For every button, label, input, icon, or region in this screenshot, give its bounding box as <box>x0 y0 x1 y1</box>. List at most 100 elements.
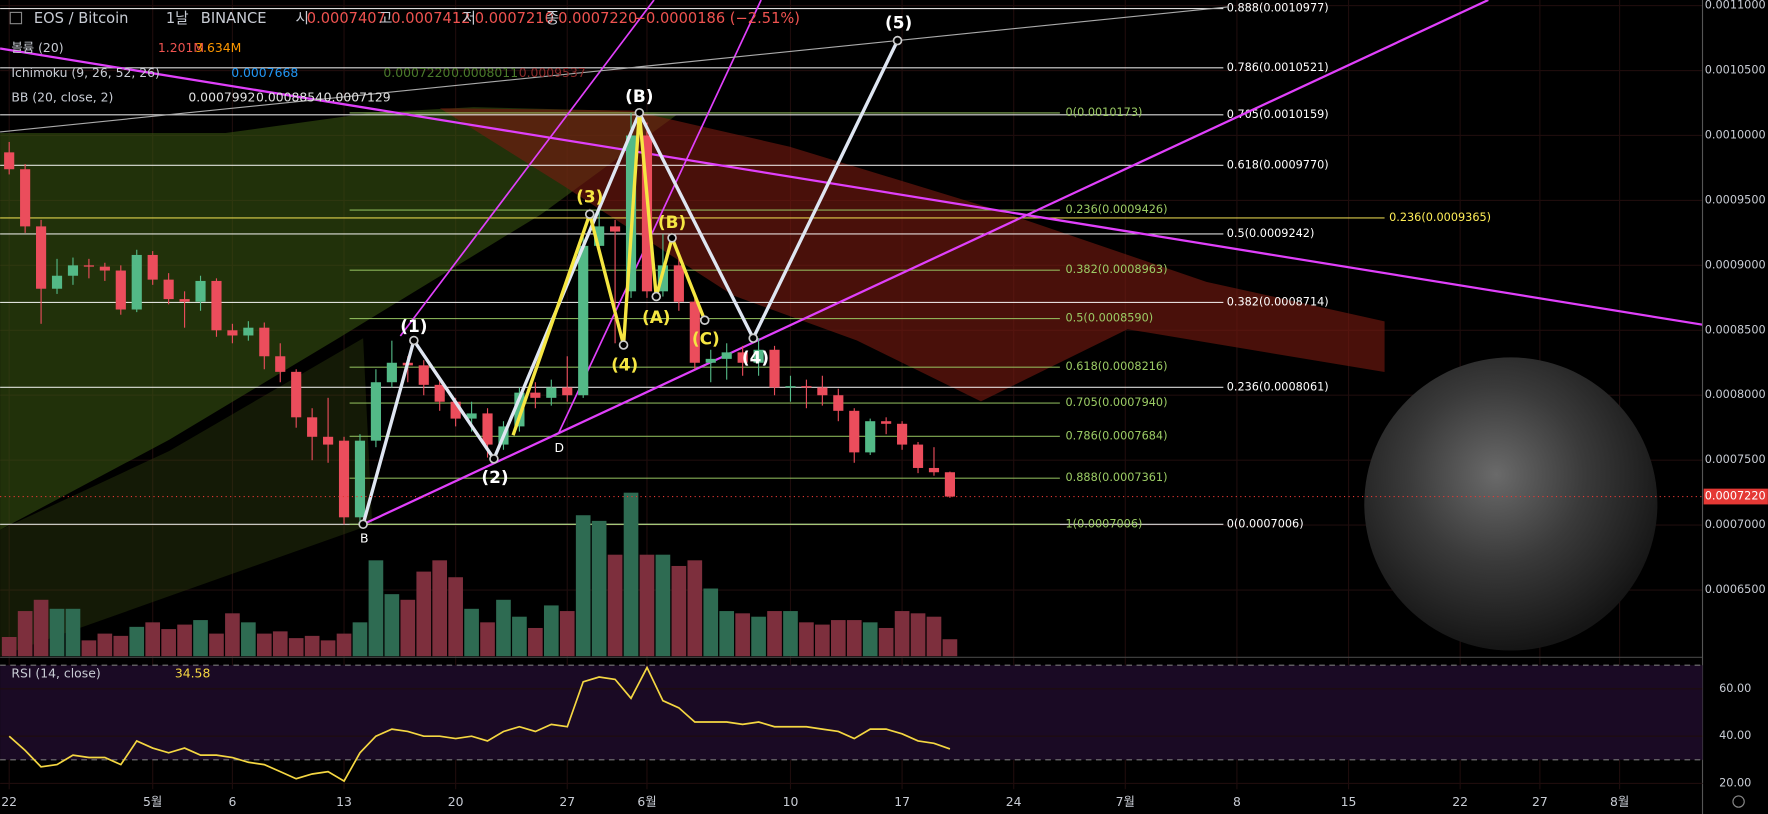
candle-body <box>67 265 79 276</box>
low-label: 저 <box>462 10 475 27</box>
indicator-value: 1.201M <box>158 40 204 55</box>
candle-body <box>578 245 589 396</box>
candle-body <box>705 358 716 363</box>
symbol: EOS / Bitcoin <box>34 10 129 27</box>
close-label: 종 <box>546 10 559 27</box>
candle-body <box>689 301 700 363</box>
wave-label: (B) <box>658 212 686 232</box>
change: −0.0000186 (−2.51%) <box>634 10 800 27</box>
volume-bar <box>767 611 782 657</box>
candle-body <box>195 280 206 302</box>
indicator-value: 0.0007220 <box>383 65 450 80</box>
open-value: 0.0007407 <box>307 10 386 27</box>
wave-point <box>892 35 903 46</box>
high-value: 0.0007412 <box>391 10 470 27</box>
candle-body <box>434 384 445 402</box>
fib-label: 0.888(0.0010977) <box>1227 2 1329 15</box>
candle-body <box>610 226 621 232</box>
wave-point <box>489 454 499 464</box>
candle-body <box>418 365 429 385</box>
fib-label: 0(0.0007006) <box>1227 517 1304 530</box>
candle-body <box>51 275 63 289</box>
rsi-band-fill <box>0 665 1703 760</box>
y-tick-label: 0.0008500 <box>1705 323 1766 336</box>
wave-label: (2) <box>481 467 508 487</box>
x-tick-label: 20 <box>448 794 464 809</box>
volume-bar <box>783 611 798 657</box>
volume-bar <box>225 613 240 657</box>
volume-bar <box>129 626 145 657</box>
volume-bar <box>528 627 543 657</box>
candle-body <box>20 169 31 227</box>
candle-body <box>211 280 222 331</box>
fib-label: 0.236(0.0009365) <box>1389 211 1491 224</box>
wave-point <box>699 315 710 325</box>
trendline <box>557 0 762 435</box>
x-tick-label: 13 <box>336 794 352 809</box>
rsi-line <box>8 665 951 783</box>
candle-body <box>785 386 796 388</box>
candle-body <box>466 413 477 419</box>
candle-body <box>227 330 238 336</box>
open-label: 시 <box>295 10 308 27</box>
indicator-value: 3.634M <box>195 40 241 55</box>
candle-body <box>291 371 302 418</box>
volume-bar <box>352 622 368 657</box>
volume-bar <box>17 611 33 657</box>
volume-bar <box>209 633 224 657</box>
x-tick-label: 10 <box>783 794 799 809</box>
candle-body <box>147 254 158 280</box>
wave-point <box>358 519 368 530</box>
indicator-name[interactable]: Ichimoku (9, 26, 52, 26) <box>11 65 159 80</box>
candle-body <box>865 421 876 453</box>
interval[interactable]: 1날 <box>166 10 189 27</box>
y-tick-label: 0.0010500 <box>1705 64 1766 77</box>
volume-bar <box>559 611 575 657</box>
candle-body <box>833 395 844 411</box>
volume-bar <box>288 638 304 657</box>
volume-bar <box>751 616 766 657</box>
indicator-value: 0.0007992 <box>188 90 255 105</box>
volume-bar <box>735 613 750 657</box>
x-tick-label: 6 <box>228 794 236 809</box>
indicator-name[interactable]: BB (20, close, 2) <box>11 90 113 105</box>
y-tick-label: 0.0007500 <box>1705 453 1766 466</box>
fib-label: 0.888(0.0007361) <box>1066 471 1168 484</box>
candle-body <box>482 413 493 445</box>
candle-body <box>179 299 190 302</box>
trendline <box>399 0 655 337</box>
candle-body <box>801 386 812 388</box>
volume-bar <box>256 633 272 657</box>
trendline <box>362 0 1489 526</box>
volume-bar <box>272 631 288 657</box>
volume-bar <box>512 616 527 657</box>
volume-bar <box>894 611 910 657</box>
wave-label: (5) <box>885 13 912 33</box>
volume-bar <box>719 611 735 657</box>
cloud-green <box>0 107 677 530</box>
indicator-value: 0.0009537 <box>519 65 586 80</box>
indicator-name[interactable]: 볼륨 (20) <box>11 40 63 55</box>
x-tick-label: 24 <box>1006 794 1022 809</box>
fib-label: 0.382(0.0008963) <box>1066 263 1168 276</box>
wave-label: (4) <box>742 348 769 368</box>
indicator-name[interactable]: RSI (14, close) <box>11 666 100 681</box>
settings-icon[interactable] <box>1732 795 1745 808</box>
candle-body <box>323 436 334 445</box>
wave-label: (3) <box>576 186 603 206</box>
indicator-value: 0.0008854 <box>256 90 323 105</box>
y-tick-label: 0.0010000 <box>1705 128 1766 141</box>
volume-bar <box>815 624 830 657</box>
candle-body <box>944 472 955 497</box>
volume-bar <box>97 633 113 657</box>
wave-label: (A) <box>642 307 671 327</box>
volume-bar <box>830 620 846 657</box>
candle-body <box>673 265 684 302</box>
wave-point <box>409 335 419 346</box>
collapse-icon[interactable] <box>9 11 23 25</box>
fib-label: 0.236(0.0008061) <box>1227 380 1329 393</box>
indicator-value: 0.0008011 <box>451 65 518 80</box>
candle-body <box>721 352 732 359</box>
